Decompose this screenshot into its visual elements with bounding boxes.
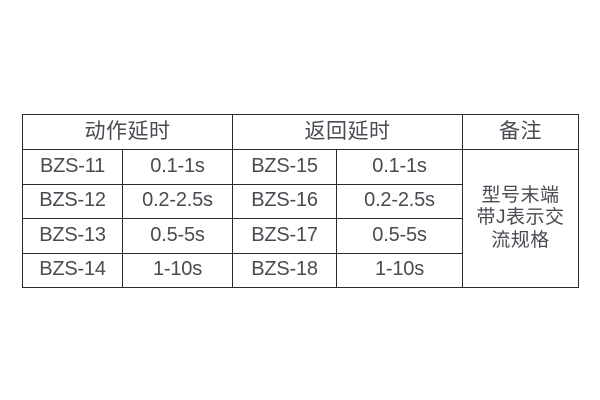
operate-model: BZS-14 xyxy=(22,252,123,288)
relay-delay-spec-table: 动作延时 返回延时 备注 BZS-11 0.1-1s BZS-15 0.1-1s… xyxy=(22,114,579,288)
table-row: BZS-12 0.2-2.5s BZS-16 0.2-2.5s xyxy=(22,183,579,219)
header-operate-delay: 动作延时 xyxy=(22,114,233,150)
remarks-line-1: 型号末端 xyxy=(481,184,560,206)
operate-range: 0.2-2.5s xyxy=(122,183,233,219)
operate-range: 1-10s xyxy=(122,252,233,288)
return-model: BZS-18 xyxy=(232,252,337,288)
header-remarks: 备注 xyxy=(462,114,579,150)
return-range: 1-10s xyxy=(336,252,463,288)
table-row: BZS-14 1-10s BZS-18 1-10s xyxy=(22,252,579,288)
return-range: 0.5-5s xyxy=(336,218,463,254)
table-header-row: 动作延时 返回延时 备注 xyxy=(22,114,579,150)
table-row: BZS-11 0.1-1s BZS-15 0.1-1s 型号末端 带J表示交 流… xyxy=(22,149,579,288)
return-model: BZS-15 xyxy=(232,149,337,185)
return-model: BZS-16 xyxy=(232,183,337,219)
table-row: BZS-13 0.5-5s BZS-17 0.5-5s xyxy=(22,218,579,254)
operate-model: BZS-12 xyxy=(22,183,123,219)
return-range: 0.1-1s xyxy=(336,149,463,185)
spec-table-container: 动作延时 返回延时 备注 BZS-11 0.1-1s BZS-15 0.1-1s… xyxy=(22,114,579,288)
operate-range: 0.1-1s xyxy=(122,149,233,185)
operate-range: 0.5-5s xyxy=(122,218,233,254)
remarks-cell: 型号末端 带J表示交 流规格 xyxy=(462,149,579,288)
operate-model: BZS-13 xyxy=(22,218,123,254)
return-model: BZS-17 xyxy=(232,218,337,254)
remarks-line-2: 带J表示交 xyxy=(476,207,565,229)
remarks-line-3: 流规格 xyxy=(491,229,550,251)
operate-model: BZS-11 xyxy=(22,149,123,185)
return-range: 0.2-2.5s xyxy=(336,183,463,219)
header-return-delay: 返回延时 xyxy=(232,114,463,150)
